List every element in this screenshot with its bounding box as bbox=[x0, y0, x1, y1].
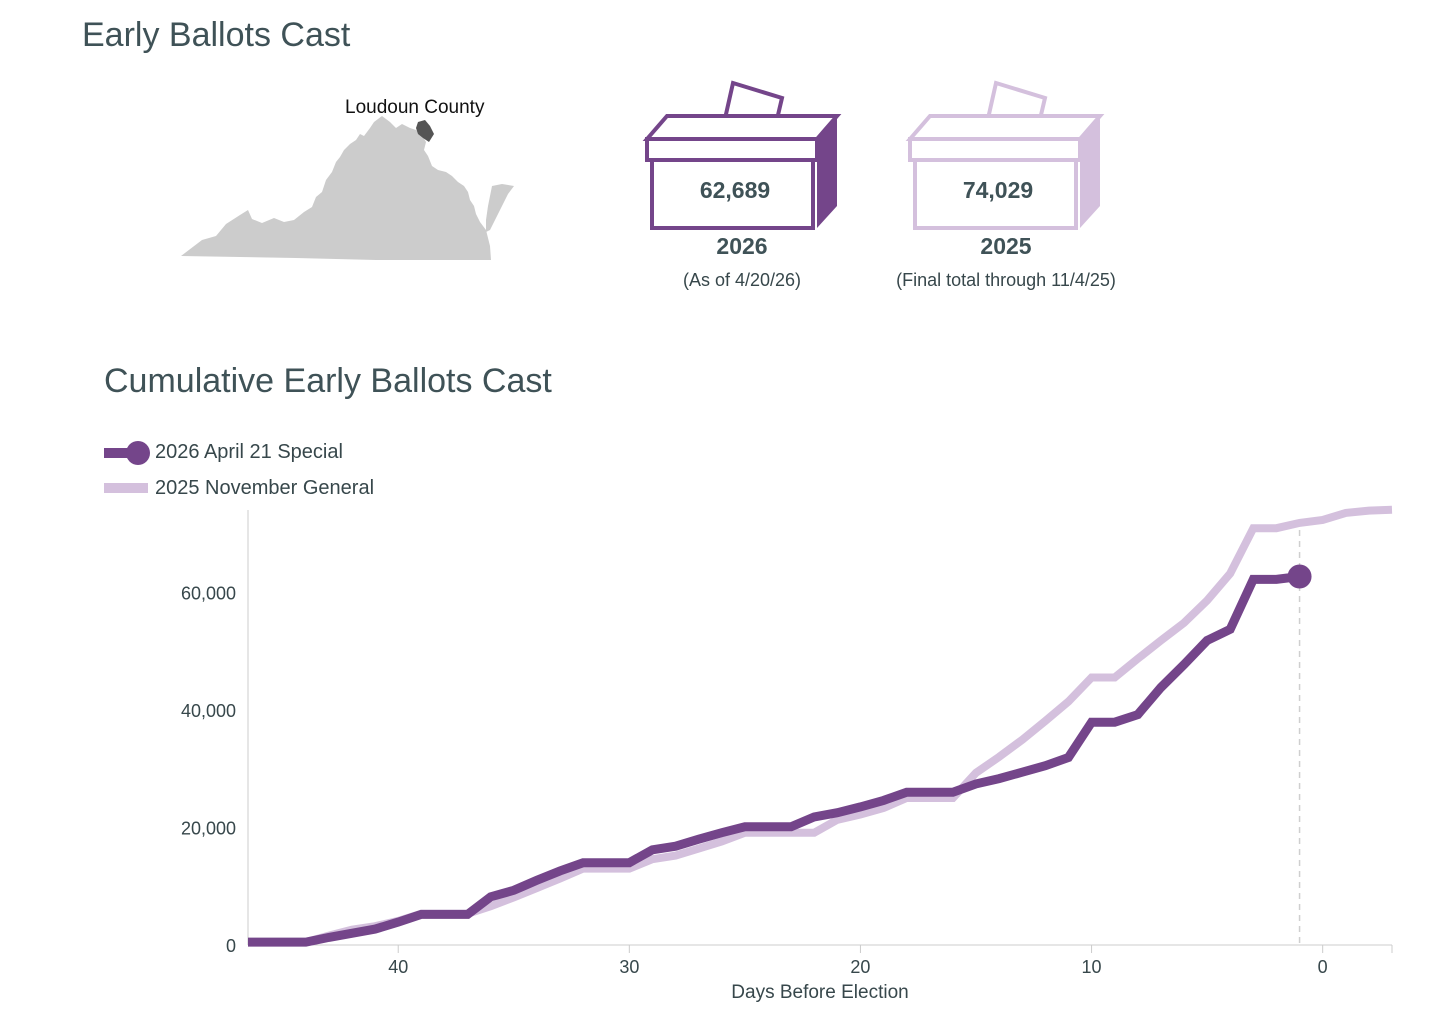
ballot-count-2026: 62,689 bbox=[699, 177, 771, 203]
y-tick-label: 60,000 bbox=[181, 583, 236, 603]
loudoun-county-shape bbox=[416, 120, 434, 142]
x-tick-label: 40 bbox=[388, 957, 408, 977]
series-line-2025 bbox=[248, 505, 1393, 947]
y-tick-label: 40,000 bbox=[181, 701, 236, 721]
virginia-map bbox=[181, 116, 514, 260]
ballot-box-icon-2025 bbox=[905, 80, 1105, 230]
ballot-box-icon-2026 bbox=[642, 80, 842, 230]
ballot-year-2026: 2026 bbox=[716, 233, 768, 259]
legend-swatch-2025 bbox=[104, 483, 148, 493]
box-front-shape bbox=[913, 158, 1078, 230]
map-label: Loudoun County bbox=[345, 97, 485, 118]
legend-label-2025: 2025 November General bbox=[155, 477, 375, 499]
series-end-point-2026 bbox=[1287, 564, 1312, 589]
ballot-note-2025: (Final total through 11/4/25) bbox=[896, 270, 1116, 290]
ballot-count-2025: 74,029 bbox=[962, 177, 1034, 203]
legend-label-2026: 2026 April 21 Special bbox=[155, 441, 343, 463]
ballot-note-2026: (As of 4/20/26) bbox=[682, 270, 802, 290]
ballot-year-2025: 2025 bbox=[980, 233, 1032, 259]
y-tick-label: 20,000 bbox=[181, 818, 236, 838]
virginia-state-shape bbox=[181, 116, 491, 260]
x-tick-label: 20 bbox=[850, 957, 870, 977]
series-line-2026 bbox=[248, 572, 1301, 947]
box-side-shape bbox=[817, 116, 837, 228]
box-front-shape bbox=[650, 158, 815, 230]
eastern-shore-shape bbox=[486, 184, 514, 232]
y-tick-label: 0 bbox=[226, 936, 236, 956]
chart-title: Cumulative Early Ballots Cast bbox=[104, 362, 552, 400]
page-title: Early Ballots Cast bbox=[82, 16, 351, 54]
box-side-shape bbox=[1080, 116, 1100, 228]
legend-swatch-2026 bbox=[104, 441, 150, 465]
x-tick-label: 10 bbox=[1082, 957, 1102, 977]
x-axis-title: Days Before Election bbox=[731, 982, 909, 1003]
x-tick-label: 0 bbox=[1318, 957, 1328, 977]
x-tick-label: 30 bbox=[619, 957, 639, 977]
